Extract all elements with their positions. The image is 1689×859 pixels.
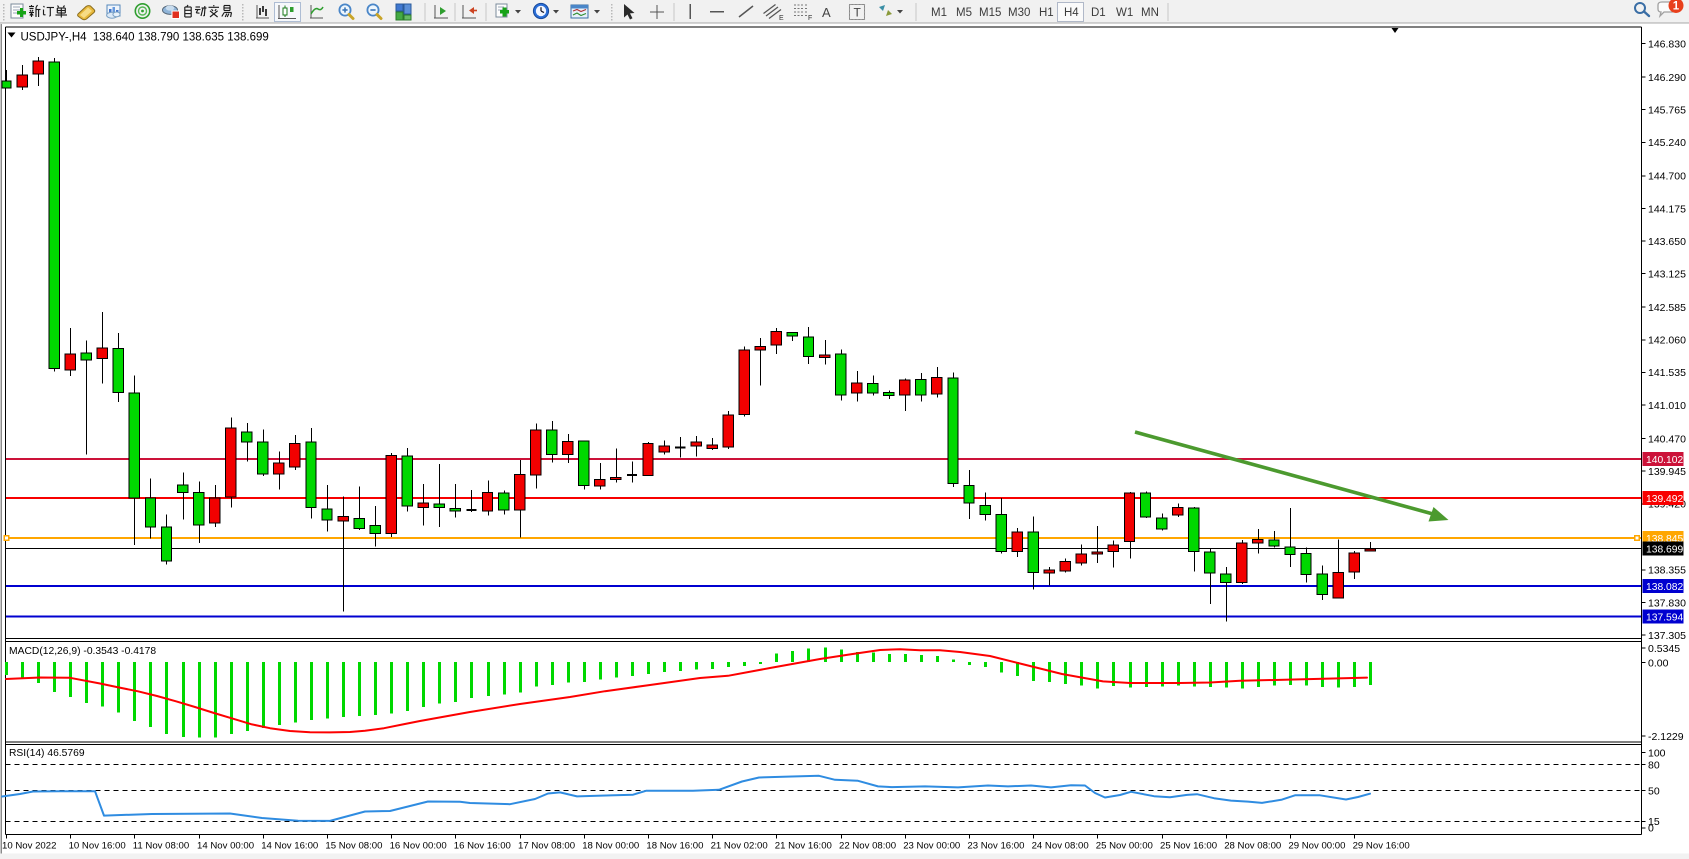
svg-text:10 Nov 2022: 10 Nov 2022 (2, 841, 56, 852)
svg-text:10 Nov 16:00: 10 Nov 16:00 (69, 841, 126, 852)
svg-text:M30: M30 (1008, 7, 1030, 19)
svg-text:139.492: 139.492 (1646, 494, 1683, 505)
svg-text:15 Nov 08:00: 15 Nov 08:00 (325, 841, 382, 852)
svg-text:29 Nov 16:00: 29 Nov 16:00 (1353, 841, 1410, 852)
svg-text:141.010: 141.010 (1648, 400, 1686, 412)
svg-text:F: F (808, 15, 812, 22)
svg-text:138.845: 138.845 (1646, 534, 1683, 545)
svg-text:RSI(14) 46.5769: RSI(14) 46.5769 (9, 748, 85, 759)
svg-text:142.585: 142.585 (1648, 302, 1686, 314)
svg-text:H1: H1 (1039, 7, 1054, 19)
svg-text:M15: M15 (979, 7, 1001, 19)
svg-text:25 Nov 16:00: 25 Nov 16:00 (1160, 841, 1217, 852)
svg-text:144.175: 144.175 (1648, 203, 1686, 215)
svg-text:141.535: 141.535 (1648, 367, 1686, 379)
svg-text:MN: MN (1141, 7, 1159, 19)
svg-text:0.00: 0.00 (1648, 657, 1669, 669)
svg-text:143.125: 143.125 (1648, 269, 1686, 281)
svg-text:0.5345: 0.5345 (1648, 643, 1680, 655)
svg-text:137.305: 137.305 (1648, 630, 1686, 642)
svg-text:17 Nov 08:00: 17 Nov 08:00 (518, 841, 575, 852)
svg-text:16 Nov 16:00: 16 Nov 16:00 (454, 841, 511, 852)
svg-text:E: E (779, 15, 784, 22)
svg-text:137.830: 137.830 (1648, 597, 1686, 609)
svg-text:M1: M1 (931, 7, 947, 19)
svg-text:21 Nov 02:00: 21 Nov 02:00 (711, 841, 768, 852)
svg-text:138.355: 138.355 (1648, 565, 1686, 577)
svg-text:140.102: 140.102 (1646, 455, 1683, 466)
svg-text:15: 15 (1648, 816, 1660, 828)
svg-text:138.699: 138.699 (1646, 544, 1683, 555)
svg-text:145.240: 145.240 (1648, 137, 1686, 149)
svg-text:11 Nov 08:00: 11 Nov 08:00 (133, 841, 189, 852)
svg-text:18 Nov 00:00: 18 Nov 00:00 (582, 841, 639, 852)
svg-text:D1: D1 (1091, 7, 1106, 19)
svg-text:80: 80 (1648, 759, 1660, 771)
svg-text:145.765: 145.765 (1648, 105, 1686, 117)
svg-text:139.945: 139.945 (1648, 466, 1686, 478)
svg-text:14 Nov 00:00: 14 Nov 00:00 (197, 841, 254, 852)
svg-text:18 Nov 16:00: 18 Nov 16:00 (646, 841, 703, 852)
svg-text:146.830: 146.830 (1648, 38, 1686, 50)
svg-text:23 Nov 00:00: 23 Nov 00:00 (903, 841, 960, 852)
svg-text:A: A (822, 5, 831, 20)
svg-text:29 Nov 00:00: 29 Nov 00:00 (1288, 841, 1345, 852)
svg-text:146.290: 146.290 (1648, 72, 1686, 84)
svg-text:-2.1229: -2.1229 (1648, 731, 1684, 743)
svg-text:1: 1 (1673, 1, 1680, 13)
svg-text:T: T (854, 6, 862, 20)
svg-text:USDJPY-,H4 138.640 138.790 13: USDJPY-,H4 138.640 138.790 138.635 138.6… (21, 32, 269, 44)
svg-text:H4: H4 (1064, 7, 1079, 19)
svg-text:14 Nov 16:00: 14 Nov 16:00 (261, 841, 318, 852)
svg-text:24 Nov 08:00: 24 Nov 08:00 (1032, 841, 1089, 852)
svg-text:143.650: 143.650 (1648, 236, 1686, 248)
svg-text:28 Nov 08:00: 28 Nov 08:00 (1224, 841, 1281, 852)
svg-text:23 Nov 16:00: 23 Nov 16:00 (967, 841, 1024, 852)
svg-text:50: 50 (1648, 786, 1660, 798)
svg-text:140.470: 140.470 (1648, 433, 1686, 445)
svg-text:25 Nov 00:00: 25 Nov 00:00 (1096, 841, 1153, 852)
svg-text:142.060: 142.060 (1648, 335, 1686, 347)
svg-text:144.700: 144.700 (1648, 171, 1686, 183)
svg-text:21 Nov 16:00: 21 Nov 16:00 (775, 841, 832, 852)
svg-text:100: 100 (1648, 747, 1666, 759)
svg-text:M5: M5 (956, 7, 972, 19)
svg-text:137.594: 137.594 (1646, 612, 1683, 623)
svg-text:138.082: 138.082 (1646, 582, 1683, 593)
svg-text:MACD(12,26,9) -0.3543 -0.4178: MACD(12,26,9) -0.3543 -0.4178 (9, 646, 156, 657)
svg-text:22 Nov 08:00: 22 Nov 08:00 (839, 841, 896, 852)
svg-text:0: 0 (1648, 823, 1654, 835)
svg-text:W1: W1 (1116, 7, 1133, 19)
svg-text:16 Nov 00:00: 16 Nov 00:00 (390, 841, 447, 852)
